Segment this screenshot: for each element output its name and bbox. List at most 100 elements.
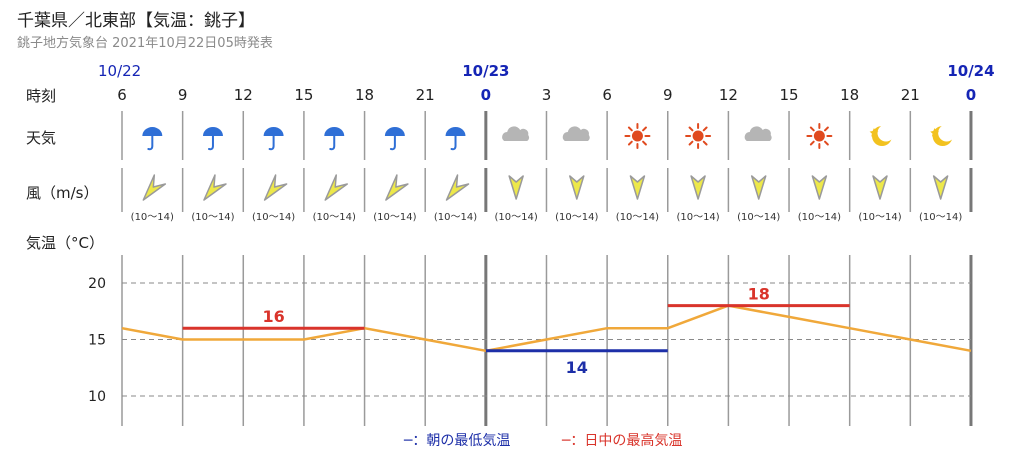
- temp-bar-label: 14: [566, 358, 588, 377]
- hour-label: 6: [117, 86, 127, 104]
- y-tick-label: 15: [88, 333, 106, 349]
- sun-ray: [688, 140, 694, 146]
- hour-label: 0: [481, 86, 491, 104]
- page-title: 千葉県／北東部【気温：銚子】: [17, 11, 255, 31]
- wind-speed-label: (10〜14): [555, 212, 598, 223]
- y-tick-label: 10: [88, 389, 106, 405]
- weather-row-label: 天気: [26, 129, 56, 147]
- umbrella-icon: [263, 127, 284, 151]
- hour-label: 18: [355, 86, 374, 104]
- umbrella-handle: [268, 135, 275, 151]
- issued-by: 銚子地方気象台 2021年10月22日05時発表: [17, 36, 273, 51]
- umbrella-canopy: [445, 127, 466, 136]
- date-label: 10/23: [462, 62, 509, 80]
- umbrella-icon: [445, 127, 466, 151]
- legend-min: ─：朝の最低気温: [403, 433, 510, 449]
- cloud-icon: [502, 126, 530, 141]
- cloud-shape: [502, 126, 530, 141]
- temp-bar-label: 18: [748, 285, 770, 304]
- wind-arrow-shape: [324, 174, 348, 201]
- temp-row-label: 気温（°C）: [26, 234, 104, 252]
- umbrella-handle: [207, 135, 214, 151]
- star-shape: [869, 128, 879, 137]
- wind-arrow-shape: [569, 175, 585, 200]
- wind-arrow-shape: [263, 174, 288, 201]
- wind-arrow: [263, 174, 288, 201]
- wind-speed-label: (10〜14): [434, 212, 477, 223]
- wind-arrow: [508, 175, 524, 200]
- umbrella-canopy: [263, 127, 284, 136]
- sun-icon: [685, 123, 712, 149]
- umbrella-canopy: [324, 127, 345, 136]
- sun-ray: [702, 126, 708, 132]
- hour-label: 12: [719, 86, 738, 104]
- wind-arrow: [203, 174, 227, 201]
- sun-ray: [809, 140, 815, 146]
- hour-label: 6: [602, 86, 612, 104]
- sun-ray: [688, 126, 694, 132]
- wind-arrow-shape: [872, 175, 888, 200]
- hour-label: 15: [294, 86, 313, 104]
- hour-label: 0: [966, 86, 976, 104]
- wind-speed-label: (10〜14): [798, 212, 841, 223]
- wind-arrow: [811, 175, 828, 200]
- temp-bar-label: 16: [262, 307, 284, 326]
- moon-cutout: [938, 124, 956, 142]
- moon-icon: [930, 124, 956, 146]
- wind-arrow: [629, 175, 646, 200]
- hour-label: 18: [840, 86, 859, 104]
- wind-speed-label: (10〜14): [676, 212, 719, 223]
- umbrella-handle: [329, 135, 336, 151]
- sun-icon: [806, 123, 833, 149]
- sun-ray: [824, 126, 829, 132]
- wind-speed-label: (10〜14): [252, 212, 295, 223]
- wind-arrow-shape: [932, 175, 949, 200]
- umbrella-canopy: [202, 127, 223, 136]
- legend-max: ─：日中の最高気温: [561, 432, 682, 449]
- wind-row-label: 風（m/s）: [26, 184, 98, 202]
- wind-arrow-shape: [203, 174, 227, 201]
- wind-speed-label: (10〜14): [858, 212, 901, 223]
- cloud-icon: [562, 126, 590, 141]
- cloud-icon: [744, 126, 772, 141]
- wind-arrow: [872, 175, 888, 200]
- hour-label: 9: [178, 86, 188, 104]
- sun-ray: [824, 140, 829, 146]
- y-tick-label: 20: [88, 276, 106, 292]
- sun-disc: [631, 130, 643, 142]
- wind-arrow-shape: [445, 174, 470, 201]
- sun-disc: [813, 130, 825, 142]
- wind-arrow-shape: [508, 175, 524, 200]
- hour-label: 12: [234, 86, 253, 104]
- wind-arrow: [690, 175, 706, 200]
- sun-icon: [624, 123, 651, 149]
- sun-ray: [627, 126, 633, 132]
- umbrella-canopy: [142, 127, 163, 136]
- wind-speed-label: (10〜14): [616, 212, 659, 223]
- wind-speed-label: (10〜14): [737, 212, 780, 223]
- cloud-shape: [744, 126, 772, 141]
- sun-ray: [642, 140, 647, 146]
- date-label: 10/24: [947, 62, 994, 80]
- wind-arrow-shape: [629, 175, 646, 200]
- umbrella-icon: [202, 127, 223, 151]
- umbrella-icon: [384, 127, 405, 151]
- sun-ray: [702, 140, 708, 146]
- wind-arrow: [142, 174, 167, 201]
- time-row-label: 時刻: [26, 87, 56, 105]
- hour-label: 15: [779, 86, 798, 104]
- umbrella-icon: [324, 127, 345, 151]
- umbrella-icon: [142, 127, 163, 151]
- wind-speed-label: (10〜14): [373, 212, 416, 223]
- wind-arrow-shape: [385, 174, 409, 201]
- wind-arrow: [445, 174, 470, 201]
- wind-arrow-shape: [750, 175, 767, 200]
- sun-ray: [809, 126, 815, 132]
- wind-speed-label: (10〜14): [495, 212, 538, 223]
- umbrella-canopy: [384, 127, 405, 136]
- cloud-shape: [562, 126, 590, 141]
- wind-arrow: [569, 175, 585, 200]
- wind-speed-label: (10〜14): [313, 212, 356, 223]
